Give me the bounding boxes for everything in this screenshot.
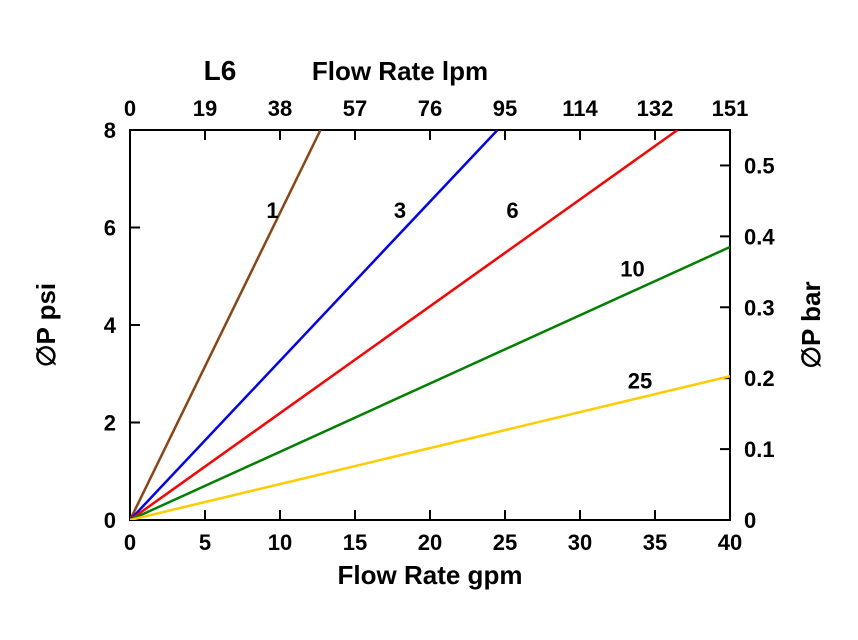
- series-label-3: 3: [394, 198, 406, 223]
- x-top-tick-label: 114: [562, 96, 598, 121]
- x-bottom-tick-label: 10: [268, 530, 292, 555]
- y-left-tick-label: 0: [104, 508, 116, 533]
- y-right-tick-label: 0.2: [744, 366, 775, 391]
- y-right-tick-label: 0.5: [744, 153, 775, 178]
- y-right-axis-label: ∅P bar: [796, 281, 826, 368]
- y-left-tick-label: 6: [104, 216, 116, 241]
- x-bottom-tick-label: 5: [199, 530, 211, 555]
- x-top-axis-label: Flow Rate lpm: [312, 56, 488, 86]
- x-bottom-tick-label: 20: [418, 530, 442, 555]
- x-bottom-tick-label: 0: [124, 530, 136, 555]
- x-bottom-tick-label: 15: [343, 530, 367, 555]
- x-top-tick-label: 38: [268, 96, 292, 121]
- x-top-tick-label: 19: [193, 96, 217, 121]
- x-top-tick-label: 76: [418, 96, 442, 121]
- x-bottom-tick-label: 35: [643, 530, 667, 555]
- x-top-tick-label: 95: [493, 96, 517, 121]
- x-top-tick-label: 132: [637, 96, 674, 121]
- chart-title-code: L6: [204, 55, 237, 86]
- chart-container: 0510152025303540019385776951141321510246…: [0, 0, 858, 640]
- y-right-tick-label: 0.1: [744, 437, 775, 462]
- x-top-tick-label: 0: [124, 96, 136, 121]
- series-label-1: 1: [266, 198, 278, 223]
- series-label-6: 6: [506, 198, 518, 223]
- x-top-tick-label: 57: [343, 96, 367, 121]
- y-right-tick-label: 0.3: [744, 295, 775, 320]
- x-bottom-axis-label: Flow Rate gpm: [338, 560, 523, 590]
- y-right-tick-label: 0.4: [744, 224, 775, 249]
- x-top-tick-label: 151: [712, 96, 749, 121]
- pressure-drop-chart: 0510152025303540019385776951141321510246…: [0, 0, 858, 640]
- y-right-tick-label: 0: [744, 508, 756, 533]
- x-bottom-tick-label: 30: [568, 530, 592, 555]
- y-left-tick-label: 8: [104, 118, 116, 143]
- y-left-tick-label: 4: [104, 313, 117, 338]
- series-label-25: 25: [628, 368, 652, 393]
- x-bottom-tick-label: 40: [718, 530, 742, 555]
- series-label-10: 10: [620, 256, 644, 281]
- x-bottom-tick-label: 25: [493, 530, 517, 555]
- y-left-axis-label: ∅P psi: [31, 283, 61, 367]
- y-left-tick-label: 2: [104, 411, 116, 436]
